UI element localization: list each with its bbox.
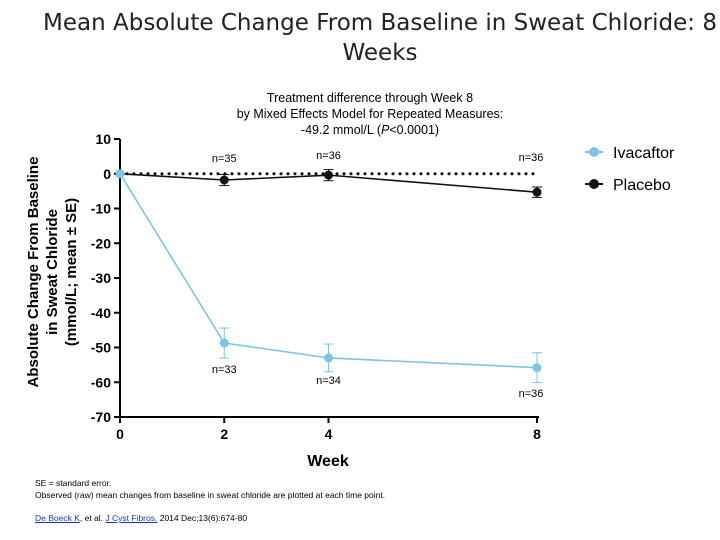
y-tick-label: 10 xyxy=(95,131,111,147)
y-tick-label: -20 xyxy=(91,235,111,251)
y-tick-label: 0 xyxy=(103,166,111,182)
x-tick-label: 8 xyxy=(533,426,541,442)
note-line-3: -49.2 mmol/L (P<0.0001) xyxy=(220,122,520,138)
y-tick-label: -30 xyxy=(91,270,111,286)
note-line-1: Treatment difference through Week 8 xyxy=(266,91,474,105)
reference-journal-link[interactable]: J Cyst Fibros. xyxy=(105,513,158,523)
placebo-line xyxy=(119,172,538,193)
y-tick-label: -70 xyxy=(91,409,111,425)
y-axis-title-line: Absolute Change From Baseline xyxy=(25,157,42,388)
placebo-point xyxy=(532,187,542,197)
y-tick-label: -50 xyxy=(91,340,111,356)
ivacaftor-legend-marker xyxy=(589,147,599,157)
placebo-legend-marker xyxy=(589,179,599,189)
ivacaftor-n-label: n=33 xyxy=(212,364,237,376)
reference-etal: , et al. xyxy=(79,513,106,523)
page-title: Mean Absolute Change From Baseline in Sw… xyxy=(43,10,717,66)
y-axis-title-line: (mmol/L; mean ± SE) xyxy=(63,198,80,346)
y-tick-label: -40 xyxy=(91,305,111,321)
placebo-point xyxy=(324,170,333,180)
x-axis-title: Week xyxy=(307,453,349,470)
note-p-threshold: <0.0001) xyxy=(389,123,440,137)
y-axis-title-line: in Sweat Chloride xyxy=(44,209,61,335)
x-tick-label: 4 xyxy=(325,426,333,442)
note-line-2: by Mixed Effects Model for Repeated Meas… xyxy=(236,107,504,121)
note-p: P xyxy=(381,123,390,137)
x-tick-label: 0 xyxy=(116,426,124,442)
placebo-legend-label: Placebo xyxy=(613,177,671,194)
reference-citation: 2014 Dec;13(6):674-80 xyxy=(157,513,248,523)
ivacaftor-point xyxy=(532,363,542,373)
y-tick-label: -60 xyxy=(91,374,111,390)
footnote-se: SE = standard error. xyxy=(35,478,112,488)
ivacaftor-point xyxy=(324,353,333,363)
reference-author-link[interactable]: De Boeck K xyxy=(35,513,80,523)
ivacaftor-point xyxy=(115,169,125,179)
placebo-n-label: n=36 xyxy=(316,150,341,162)
footnote-observed: Observed (raw) mean changes from baselin… xyxy=(35,490,386,500)
x-tick-label: 2 xyxy=(220,426,228,442)
ivacaftor-point xyxy=(219,338,229,348)
treatment-difference-note: Treatment difference through Week 8 by M… xyxy=(220,90,520,138)
note-value: -49.2 mmol/L ( xyxy=(300,123,382,137)
placebo-n-label: n=35 xyxy=(212,153,237,165)
ivacaftor-line xyxy=(119,173,538,369)
ivacaftor-n-label: n=36 xyxy=(519,388,544,400)
ivacaftor-legend-label: Ivacaftor xyxy=(613,145,675,162)
ivacaftor-n-label: n=34 xyxy=(316,375,341,387)
placebo-point xyxy=(219,175,229,185)
placebo-n-label: n=36 xyxy=(519,152,544,164)
reference: De Boeck K, et al. J Cyst Fibros. 2014 D… xyxy=(35,513,247,523)
y-tick-label: -10 xyxy=(91,201,111,217)
